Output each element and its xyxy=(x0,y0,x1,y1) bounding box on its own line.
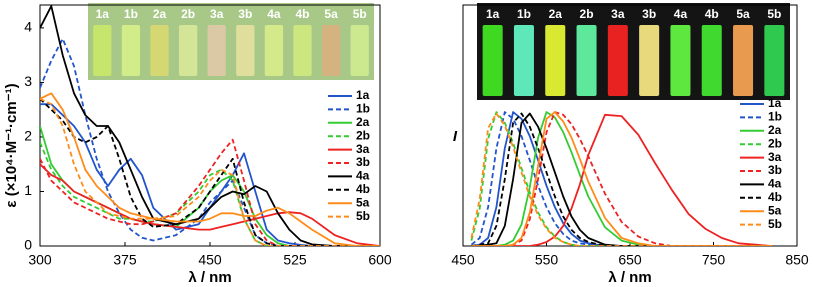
legend-label: 3a xyxy=(768,150,782,164)
x-axis-label: λ / nm xyxy=(608,269,651,286)
vial xyxy=(178,25,198,76)
vial xyxy=(236,25,255,76)
series-line xyxy=(470,112,772,246)
vial-label: 2b xyxy=(181,7,195,21)
vial-label: 1a xyxy=(486,7,500,21)
vial xyxy=(93,25,112,76)
series-line xyxy=(471,112,772,246)
series-line xyxy=(40,37,380,246)
vial-label: 2a xyxy=(549,7,563,21)
vial xyxy=(150,25,169,76)
x-tick-label: 450 xyxy=(198,252,222,268)
legend-label: 3b xyxy=(356,155,370,169)
legend-label: 2b xyxy=(768,136,782,150)
series-line xyxy=(471,111,772,246)
series-line xyxy=(40,5,380,246)
series-line xyxy=(40,92,380,246)
x-tick-label: 600 xyxy=(368,252,392,268)
series-line xyxy=(40,103,380,246)
y-tick-label: 1 xyxy=(24,182,32,198)
y-tick-label: 4 xyxy=(24,19,32,35)
vial xyxy=(764,25,785,96)
x-tick-label: 450 xyxy=(451,252,475,268)
legend-label: 5a xyxy=(356,195,370,209)
vial-label: 5a xyxy=(736,7,750,21)
x-tick-label: 375 xyxy=(113,252,137,268)
legend-label: 5b xyxy=(768,217,782,231)
series-line xyxy=(471,113,773,246)
vial-label: 5b xyxy=(767,7,781,21)
vial-label: 4a xyxy=(674,7,688,21)
series-line xyxy=(470,111,772,246)
series-line xyxy=(471,111,772,246)
vial-label: 3a xyxy=(611,7,625,21)
vial xyxy=(264,25,284,76)
y-tick-label: 3 xyxy=(24,73,32,89)
vial xyxy=(545,25,566,96)
x-tick-label: 850 xyxy=(785,252,809,268)
x-tick-label: 650 xyxy=(618,252,642,268)
vial xyxy=(513,25,534,96)
vial xyxy=(121,25,141,76)
legend-label: 3a xyxy=(356,142,370,156)
legend-label: 4b xyxy=(768,190,782,204)
series-line xyxy=(40,125,380,246)
vial-label: 5b xyxy=(353,7,367,21)
vial xyxy=(350,25,369,76)
vial xyxy=(733,25,754,96)
vial-label: 1a xyxy=(96,7,110,21)
legend-label: 1a xyxy=(356,88,370,102)
vial xyxy=(293,25,312,76)
series-line xyxy=(40,98,380,246)
x-axis-label: λ / nm xyxy=(188,269,231,286)
vial-label: 3b xyxy=(642,7,656,21)
series-line xyxy=(40,138,380,246)
vial-label: 4b xyxy=(295,7,309,21)
x-tick-label: 750 xyxy=(702,252,726,268)
vial xyxy=(639,25,660,96)
legend-label: 5b xyxy=(356,209,370,223)
vial xyxy=(701,25,722,96)
y-tick-label: 2 xyxy=(24,128,32,144)
legend-label: 3b xyxy=(768,163,782,177)
x-tick-label: 550 xyxy=(535,252,559,268)
vial-label: 1b xyxy=(517,7,531,21)
vial xyxy=(576,25,597,96)
vial-label: 4b xyxy=(705,7,719,21)
series-line xyxy=(471,112,772,246)
legend-label: 4a xyxy=(356,169,370,183)
vial xyxy=(321,25,341,76)
legend-label: 5a xyxy=(768,203,782,217)
vial-label: 3b xyxy=(238,7,252,21)
legend-label: 4a xyxy=(768,177,782,191)
vial xyxy=(670,25,691,96)
vial xyxy=(607,25,628,96)
series-line xyxy=(471,111,772,246)
vial-label: 4a xyxy=(267,7,281,21)
vial xyxy=(207,25,226,76)
vial-label: 2b xyxy=(580,7,594,21)
series-line xyxy=(471,111,772,246)
legend-label: 1b xyxy=(768,110,782,124)
x-tick-label: 525 xyxy=(283,252,307,268)
legend-label: 1a xyxy=(768,96,782,110)
y-tick-label: 0 xyxy=(24,237,32,253)
y-axis-label: ε (×10⁴·M⁻¹·cm⁻¹) xyxy=(3,83,20,207)
legend-label: 2a xyxy=(768,123,782,137)
legend-label: 1b xyxy=(356,102,370,116)
series-line xyxy=(470,111,772,246)
vial-label: 5a xyxy=(324,7,338,21)
legend-label: 2a xyxy=(356,115,370,129)
series-line xyxy=(40,163,380,246)
vial-label: 1b xyxy=(124,7,138,21)
legend-label: 4b xyxy=(356,182,370,196)
vial-label: 3a xyxy=(210,7,224,21)
legend-label: 2b xyxy=(356,128,370,142)
x-tick-label: 300 xyxy=(28,252,52,268)
y-axis-label: I xyxy=(453,128,458,145)
vial xyxy=(482,25,503,96)
vial-label: 2a xyxy=(153,7,167,21)
